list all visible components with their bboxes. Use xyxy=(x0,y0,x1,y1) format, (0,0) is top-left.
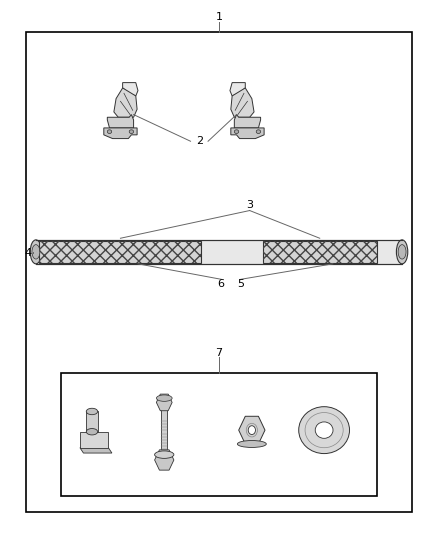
Ellipse shape xyxy=(156,395,172,401)
Ellipse shape xyxy=(234,130,239,134)
Ellipse shape xyxy=(315,422,333,438)
FancyBboxPatch shape xyxy=(161,408,167,455)
Polygon shape xyxy=(107,115,134,128)
Ellipse shape xyxy=(248,426,255,434)
Polygon shape xyxy=(234,115,261,128)
Ellipse shape xyxy=(237,440,266,448)
Text: 6: 6 xyxy=(218,279,225,288)
FancyBboxPatch shape xyxy=(36,240,402,264)
Ellipse shape xyxy=(299,407,350,454)
Ellipse shape xyxy=(256,130,261,134)
Text: 3: 3 xyxy=(246,200,253,210)
Ellipse shape xyxy=(86,408,98,415)
Polygon shape xyxy=(231,88,254,117)
Polygon shape xyxy=(230,83,245,96)
Polygon shape xyxy=(123,83,138,96)
Ellipse shape xyxy=(30,240,42,264)
Polygon shape xyxy=(104,128,137,139)
Ellipse shape xyxy=(32,245,40,259)
Text: 5: 5 xyxy=(237,279,244,288)
Ellipse shape xyxy=(396,240,408,264)
FancyBboxPatch shape xyxy=(61,373,377,496)
Ellipse shape xyxy=(129,130,134,134)
Ellipse shape xyxy=(398,245,406,259)
Text: 1: 1 xyxy=(215,12,223,22)
Text: 4: 4 xyxy=(24,248,31,258)
Polygon shape xyxy=(80,448,112,453)
Polygon shape xyxy=(80,432,109,448)
Text: 2: 2 xyxy=(196,136,203,146)
FancyBboxPatch shape xyxy=(26,32,412,512)
FancyBboxPatch shape xyxy=(86,411,98,432)
Ellipse shape xyxy=(155,451,174,458)
Text: 7: 7 xyxy=(215,348,223,358)
FancyBboxPatch shape xyxy=(263,241,377,263)
Ellipse shape xyxy=(86,429,98,435)
Ellipse shape xyxy=(107,130,112,134)
FancyBboxPatch shape xyxy=(39,241,201,263)
Polygon shape xyxy=(114,88,137,117)
Polygon shape xyxy=(231,128,264,139)
